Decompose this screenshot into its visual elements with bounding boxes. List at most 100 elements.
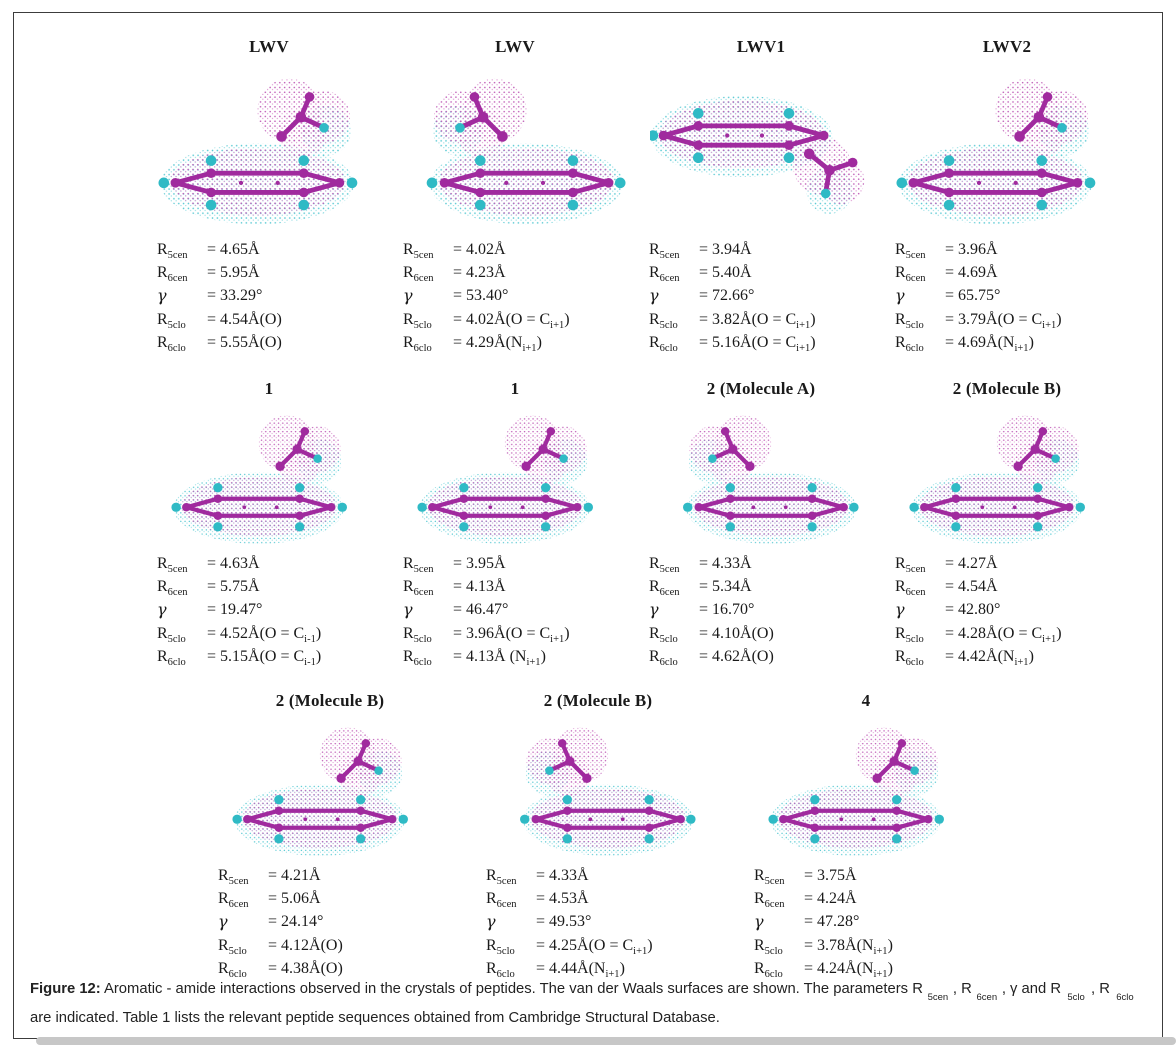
parameter-symbol: R5cen xyxy=(649,241,680,262)
parameter-line: R6cen = 5.34Å xyxy=(649,575,873,598)
figure-caption-text: Aromatic - amide interactions observed i… xyxy=(30,981,1134,1026)
parameter-symbol: R6cen xyxy=(157,264,188,285)
figure-row: LWV R5cen = 4.65Å R6cen = 5.95Å γ = 33.2… xyxy=(146,36,1176,354)
parameter-value: = 42.80° xyxy=(945,601,1001,618)
parameter-line: R5clo = 3.82Å(O = Ci+1) xyxy=(649,308,873,331)
panel-title: 2 (Molecule B) xyxy=(543,691,653,710)
parameter-value: = 4.23Å xyxy=(453,264,506,281)
parameter-value: = 4.28Å(O = Ci+1) xyxy=(945,625,1062,646)
parameter-line: R6clo = 4.29Å(Ni+1) xyxy=(403,331,627,354)
parameter-value: = 4.12Å(O) xyxy=(268,937,343,954)
parameter-symbol: γ xyxy=(218,912,228,931)
parameter-line: R6cen = 4.13Å xyxy=(403,575,627,598)
parameter-value: = 3.94Å xyxy=(699,241,752,258)
parameter-symbol: R5cen xyxy=(649,555,680,576)
horizontal-scrollbar[interactable] xyxy=(36,1037,1176,1045)
panel-title: LWV1 xyxy=(736,37,786,56)
parameter-symbol: R5clo xyxy=(403,311,432,332)
parameter-line: R5cen = 4.27Å xyxy=(895,552,1119,575)
parameter-value: = 4.02Å(O = Ci+1) xyxy=(453,311,570,332)
molecule-vdw-surface-image xyxy=(884,62,1130,232)
parameter-symbol: R5cen xyxy=(403,241,434,262)
parameter-line: R5clo = 3.78Å(Ni+1) xyxy=(754,934,978,957)
parameter-symbol: R6clo xyxy=(403,334,432,355)
parameter-line: R5cen = 3.95Å xyxy=(403,552,627,575)
panel-parameters: R5cen = 4.33Å R6cen = 5.34Å γ = 16.70° R… xyxy=(649,552,873,668)
parameter-line: R5clo = 4.28Å(O = Ci+1) xyxy=(895,622,1119,645)
parameter-symbol: R6cen xyxy=(895,578,926,599)
parameter-line: R5cen = 3.96Å xyxy=(895,238,1119,261)
parameter-line: γ = 47.28° xyxy=(754,910,978,934)
parameter-symbol: R5clo xyxy=(403,625,432,646)
parameter-symbol: R5cen xyxy=(895,241,926,262)
parameter-value: = 5.34Å xyxy=(699,578,752,595)
parameter-symbol: R6cen xyxy=(218,890,249,911)
parameter-value: = 4.25Å(O = Ci+1) xyxy=(536,937,653,958)
parameter-line: R6cen = 4.23Å xyxy=(403,261,627,284)
parameter-symbol: R5clo xyxy=(895,625,924,646)
parameter-line: R6cen = 5.75Å xyxy=(157,575,381,598)
parameter-line: R5clo = 4.02Å(O = Ci+1) xyxy=(403,308,627,331)
parameter-line: R5clo = 3.96Å(O = Ci+1) xyxy=(403,622,627,645)
parameter-line: R5cen = 4.33Å xyxy=(649,552,873,575)
parameter-value: = 4.21Å xyxy=(268,867,321,884)
parameter-value: = 4.29Å(Ni+1) xyxy=(453,334,542,355)
parameter-symbol: γ xyxy=(157,600,167,619)
parameter-value: = 3.78Å(Ni+1) xyxy=(804,937,893,958)
parameter-value: = 4.38Å(O) xyxy=(268,960,343,977)
parameter-line: R6cen = 4.53Å xyxy=(486,887,710,910)
parameter-value: = 4.10Å(O) xyxy=(699,625,774,642)
panel-parameters: R5cen = 4.27Å R6cen = 4.54Å γ = 42.80° R… xyxy=(895,552,1119,668)
parameter-symbol: R6cen xyxy=(403,578,434,599)
parameter-value: = 3.82Å(O = Ci+1) xyxy=(699,311,816,332)
panel-parameters: R5cen = 4.33Å R6cen = 4.53Å γ = 49.53° R… xyxy=(486,864,710,980)
panel-title: 2 (Molecule B) xyxy=(952,379,1062,398)
parameter-value: = 4.69Å xyxy=(945,264,998,281)
parameter-symbol: R6clo xyxy=(895,648,924,669)
parameter-value: = 4.54Å(O) xyxy=(207,311,282,328)
parameter-value: = 5.75Å xyxy=(207,578,260,595)
parameter-line: R6clo = 4.38Å(O) xyxy=(218,957,442,980)
figure-panel: LWV R5cen = 4.02Å R6cen = 4.23Å γ = 53.4… xyxy=(392,36,638,354)
parameter-value: = 72.66° xyxy=(699,287,755,304)
panel-parameters: R5cen = 4.21Å R6cen = 5.06Å γ = 24.14° R… xyxy=(218,864,442,980)
parameter-line: R5cen = 4.63Å xyxy=(157,552,381,575)
molecule-vdw-surface-image xyxy=(392,404,638,546)
figure-panels-grid: LWV R5cen = 4.65Å R6cen = 5.95Å γ = 33.2… xyxy=(146,36,1176,980)
parameter-line: R6clo = 4.62Å(O) xyxy=(649,645,873,668)
parameter-value: = 4.63Å xyxy=(207,555,260,572)
parameter-symbol: R6cen xyxy=(403,264,434,285)
panel-title: 1 xyxy=(510,379,520,398)
parameter-line: R6clo = 4.69Å(Ni+1) xyxy=(895,331,1119,354)
molecule-vdw-surface-image xyxy=(884,404,1130,546)
parameter-symbol: R5cen xyxy=(157,555,188,576)
figure-panel: 2 (Molecule B) R5cen = 4.33Å R6cen = 4.5… xyxy=(464,690,732,980)
parameter-symbol: R5cen xyxy=(403,555,434,576)
parameter-symbol: R6cen xyxy=(754,890,785,911)
parameter-line: R6clo = 4.24Å(Ni+1) xyxy=(754,957,978,980)
panel-title: 1 xyxy=(264,379,274,398)
parameter-value: = 5.06Å xyxy=(268,890,321,907)
figure-row: 1 R5cen = 4.63Å R6cen = 5.75Å γ = 19.47°… xyxy=(146,378,1176,668)
parameter-line: γ = 53.40° xyxy=(403,284,627,308)
parameter-line: R5cen = 4.02Å xyxy=(403,238,627,261)
parameter-line: R5clo = 4.10Å(O) xyxy=(649,622,873,645)
parameter-line: γ = 42.80° xyxy=(895,598,1119,622)
figure-panel: 2 (Molecule B) R5cen = 4.21Å R6cen = 5.0… xyxy=(196,690,464,980)
parameter-symbol: R6clo xyxy=(157,334,186,355)
panel-parameters: R5cen = 3.95Å R6cen = 4.13Å γ = 46.47° R… xyxy=(403,552,627,668)
parameter-line: R5cen = 3.94Å xyxy=(649,238,873,261)
parameter-symbol: R6clo xyxy=(486,960,515,981)
panel-parameters: R5cen = 4.02Å R6cen = 4.23Å γ = 53.40° R… xyxy=(403,238,627,354)
panel-title: LWV xyxy=(249,37,289,56)
parameter-symbol: R6clo xyxy=(157,648,186,669)
parameter-symbol: R5cen xyxy=(486,867,517,888)
parameter-value: = 5.40Å xyxy=(699,264,752,281)
panel-parameters: R5cen = 3.75Å R6cen = 4.24Å γ = 47.28° R… xyxy=(754,864,978,980)
parameter-value: = 16.70° xyxy=(699,601,755,618)
parameter-symbol: R6cen xyxy=(486,890,517,911)
parameter-line: γ = 16.70° xyxy=(649,598,873,622)
panel-parameters: R5cen = 4.63Å R6cen = 5.75Å γ = 19.47° R… xyxy=(157,552,381,668)
parameter-line: R6cen = 4.54Å xyxy=(895,575,1119,598)
parameter-value: = 4.27Å xyxy=(945,555,998,572)
